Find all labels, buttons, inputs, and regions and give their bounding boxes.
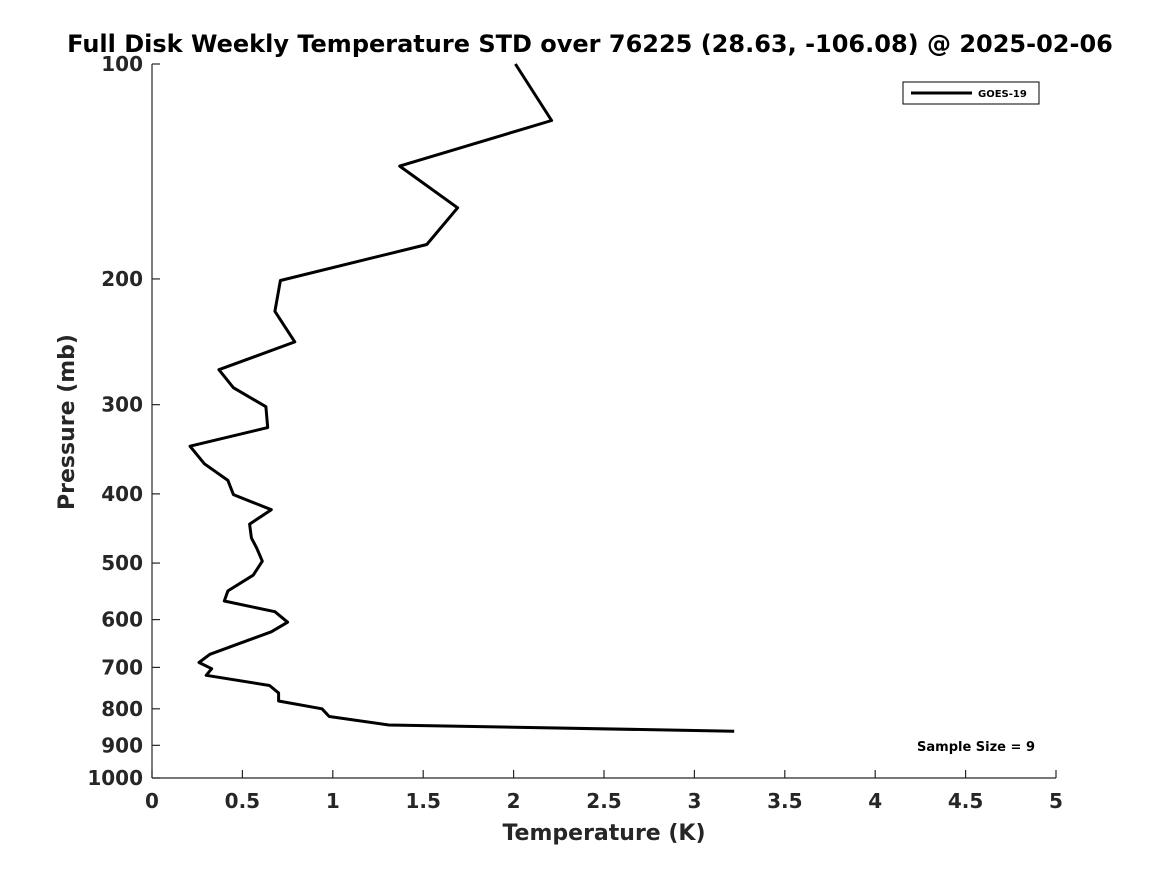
x-tick-label-6: 3	[687, 789, 701, 813]
y-axis-label: Pressure (mb)	[55, 334, 80, 510]
plot-area: 0 0.5 1 1.5 2 2.5 3 3.5 4 4.5 5 100 200 300 400 500 600 7…	[87, 52, 1063, 813]
x-tick-label-5: 2.5	[586, 789, 621, 813]
x-tick-label-9: 4.5	[948, 789, 983, 813]
x-tick-label-10: 5	[1049, 789, 1063, 813]
y-tick-label-5: 600	[101, 608, 143, 632]
x-axis-label: Temperature (K)	[502, 821, 705, 846]
y-tick-label-6: 700	[101, 655, 143, 679]
legend: GOES-19	[902, 81, 1040, 105]
legend-label-goes-19: GOES-19	[978, 89, 1027, 100]
y-tick-label-4: 500	[101, 551, 143, 575]
y-tick-label-0: 100	[101, 52, 143, 76]
y-tick-label-1: 200	[101, 267, 143, 291]
series-line-goes-19	[188, 63, 735, 733]
chart-title: Full Disk Weekly Temperature STD over 76…	[67, 30, 1113, 58]
x-tick-label-0: 0	[145, 789, 159, 813]
y-tick-label-2: 300	[101, 393, 143, 417]
x-tick-label-7: 3.5	[767, 789, 802, 813]
y-tick-label-3: 400	[101, 482, 143, 506]
y-tick-label-9: 1000	[87, 766, 143, 790]
y-tick-label-7: 800	[101, 697, 143, 721]
y-tick-label-8: 900	[101, 733, 143, 757]
x-tick-label-1: 0.5	[225, 789, 260, 813]
x-tick-label-3: 1.5	[405, 789, 440, 813]
sample-size-annotation: Sample Size = 9	[917, 740, 1035, 755]
x-tick-label-4: 2	[507, 789, 521, 813]
x-tick-label-8: 4	[868, 789, 882, 813]
x-tick-label-2: 1	[326, 789, 340, 813]
